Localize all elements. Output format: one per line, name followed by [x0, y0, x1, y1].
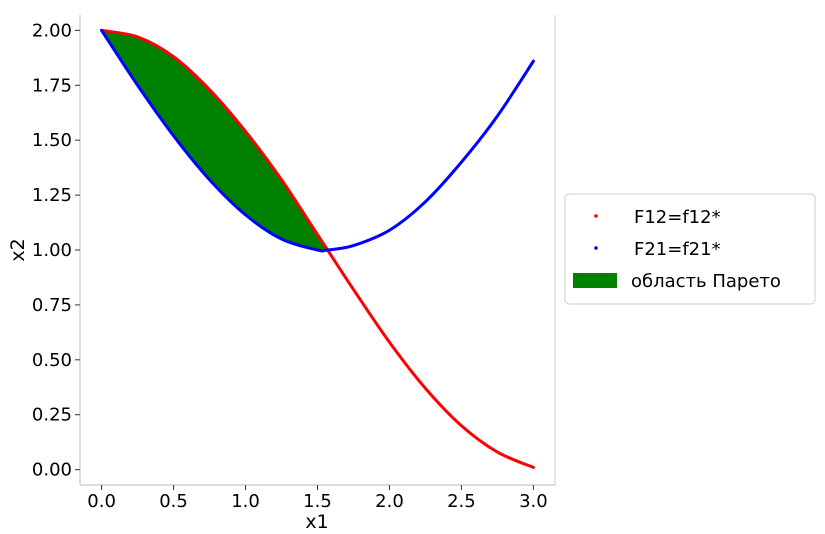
- x-axis-label: x1: [305, 511, 328, 533]
- y-tick-label: 0.50: [32, 350, 72, 371]
- legend-label-f12: F12=f12*: [634, 207, 721, 228]
- legend-swatch-pareto: [573, 273, 617, 288]
- series-line-f12: [100, 28, 535, 469]
- y-tick-label: 1.25: [32, 185, 72, 206]
- y-tick-label: 1.00: [32, 240, 72, 261]
- y-tick-label: 0.25: [32, 405, 72, 426]
- x-tick-label: 0.5: [159, 491, 188, 512]
- y-tick-label: 2.00: [32, 20, 72, 41]
- y-tick-label: 1.75: [32, 75, 72, 96]
- x-tick-label: 1.5: [303, 491, 332, 512]
- pareto-fill-layer: [101, 30, 328, 251]
- y-tick-label: 0.75: [32, 295, 72, 316]
- x-tick-label: 2.5: [447, 491, 476, 512]
- legend: F12=f12* F21=f21* область Парето: [564, 193, 816, 305]
- legend-frame: [564, 193, 816, 305]
- series-line-f21: [100, 28, 535, 253]
- legend-marker-f21: [594, 246, 598, 250]
- legend-marker-f12: [594, 214, 598, 218]
- axes: x1 x2 0.0 0.5 1.0 1.5 2.0 2.5 3.0 0.00 0.25 0.50 0…: [7, 15, 556, 533]
- x-tick-label: 1.0: [231, 491, 260, 512]
- pareto-region: [101, 30, 328, 251]
- legend-label-f21: F21=f21*: [634, 239, 721, 260]
- y-tick-label: 0.00: [32, 460, 72, 481]
- x-tick-label: 2.0: [375, 491, 404, 512]
- y-axis-label: x2: [7, 238, 29, 261]
- y-tick-label: 1.50: [32, 130, 72, 151]
- series-lines-layer: [100, 28, 535, 469]
- legend-label-pareto: область Парето: [631, 271, 781, 292]
- x-tick-label: 0.0: [87, 491, 116, 512]
- x-tick-label: 3.0: [519, 491, 548, 512]
